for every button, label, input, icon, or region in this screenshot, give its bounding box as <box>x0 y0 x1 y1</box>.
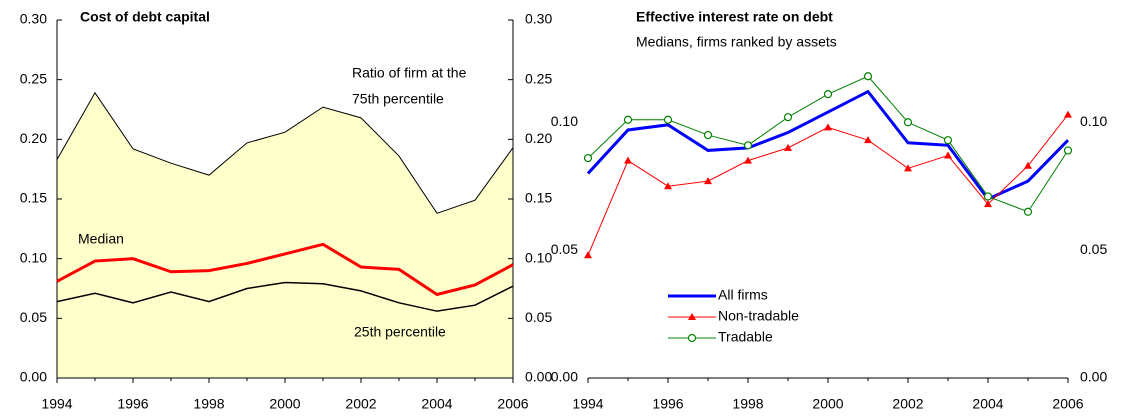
marker <box>584 251 592 259</box>
marker <box>903 118 913 127</box>
marker <box>1023 207 1033 216</box>
x-tick-label: 2004 <box>421 396 452 412</box>
chart-title: Effective interest rate on debt <box>636 9 833 25</box>
y-tick-label-right: 0.10 <box>1080 113 1107 129</box>
marker <box>1024 161 1032 169</box>
area <box>57 92 513 378</box>
y-tick-label: 0.00 <box>551 369 578 385</box>
y-tick-label-right: 0.10 <box>525 249 552 265</box>
marker <box>663 115 673 124</box>
annotation: 75th percentile <box>352 91 444 107</box>
annotation: Median <box>78 231 124 247</box>
marker <box>824 123 832 131</box>
marker <box>624 156 632 164</box>
line <box>587 114 1069 256</box>
marker <box>944 151 952 159</box>
marker <box>1063 146 1073 155</box>
y-tick-label: 0.10 <box>551 113 578 129</box>
chart-subtitle: Medians, firms ranked by assets <box>636 34 837 50</box>
line <box>56 91 514 214</box>
y-tick-label-right: 0.00 <box>525 369 552 385</box>
y-tick-label-right: 0.30 <box>525 11 552 27</box>
line <box>586 89 1070 201</box>
marker <box>984 200 992 208</box>
marker <box>943 136 953 145</box>
x-tick-label: 1998 <box>193 396 224 412</box>
marker <box>703 130 713 140</box>
y-tick-label-right: 0.25 <box>525 70 552 86</box>
x-tick-label: 2006 <box>1052 396 1083 412</box>
marker <box>904 164 912 172</box>
x-tick-label: 2000 <box>812 396 843 412</box>
marker <box>1064 110 1072 118</box>
x-tick-label: 2004 <box>972 396 1003 412</box>
x-tick-label: 1998 <box>732 396 763 412</box>
marker <box>783 113 793 122</box>
y-tick-label-right: 0.05 <box>1080 241 1107 257</box>
x-tick-label: 1994 <box>41 396 72 412</box>
annotation: Ratio of firm at the <box>352 65 467 81</box>
line <box>56 281 514 312</box>
y-tick-label-right: 0.20 <box>525 130 552 146</box>
marker <box>583 153 593 163</box>
y-tick-label: 0.05 <box>551 241 578 257</box>
x-tick-label: 1996 <box>117 396 148 412</box>
chart-title: Cost of debt capital <box>80 9 210 25</box>
marker <box>664 182 672 190</box>
marker <box>784 143 792 151</box>
marker <box>823 90 833 99</box>
y-tick-label: 0.05 <box>20 309 47 325</box>
marker <box>743 141 753 150</box>
marker <box>623 115 633 124</box>
line <box>56 242 514 297</box>
x-tick-label: 2002 <box>345 396 376 412</box>
x-tick-label: 2006 <box>497 396 528 412</box>
y-tick-label: 0.20 <box>20 130 47 146</box>
marker <box>863 72 873 81</box>
y-tick-label-right: 0.15 <box>525 190 552 206</box>
y-tick-label-right: 0.00 <box>1080 369 1107 385</box>
y-tick-label: 0.00 <box>20 369 47 385</box>
x-tick-label: 1996 <box>652 396 683 412</box>
marker <box>864 136 872 144</box>
y-tick-label: 0.15 <box>20 190 47 206</box>
marker <box>983 192 993 201</box>
legend-label: All firms <box>718 287 768 303</box>
y-tick-label: 0.25 <box>20 70 47 86</box>
legend-label: Non-tradable <box>718 308 799 324</box>
y-tick-label: 0.10 <box>20 249 47 265</box>
x-tick-label: 1994 <box>572 396 603 412</box>
marker <box>744 156 752 164</box>
y-tick-label-right: 0.05 <box>525 309 552 325</box>
marker <box>687 333 697 343</box>
marker <box>688 313 696 320</box>
legend-label: Tradable <box>718 329 773 345</box>
x-tick-label: 2000 <box>269 396 300 412</box>
marker <box>704 177 712 185</box>
x-tick-label: 2002 <box>892 396 923 412</box>
annotation: 25th percentile <box>354 324 446 340</box>
y-tick-label: 0.30 <box>20 11 47 27</box>
